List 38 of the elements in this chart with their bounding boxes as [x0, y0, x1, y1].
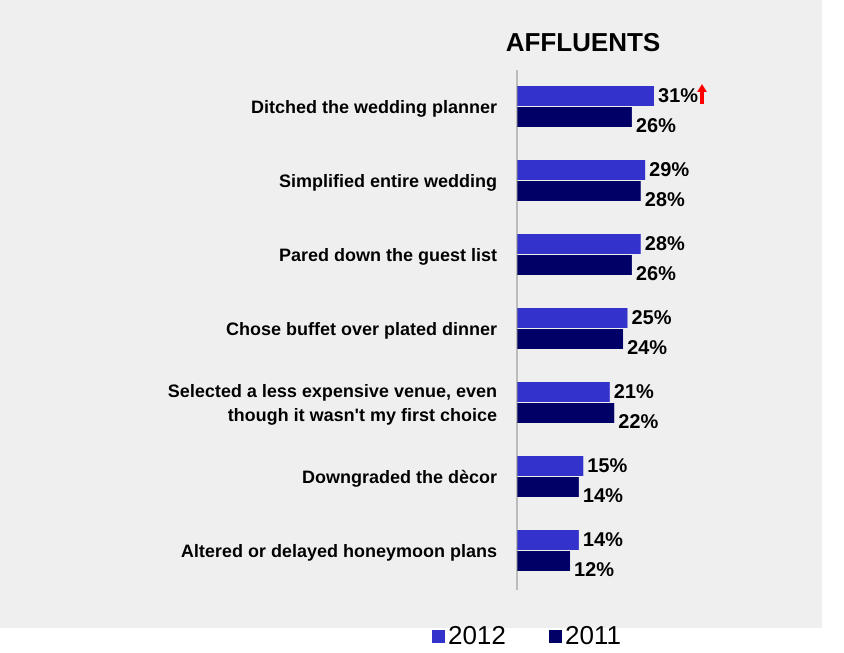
data-label: 15% [587, 455, 628, 477]
data-label: 26% [636, 115, 676, 137]
data-label: 24% [627, 337, 668, 359]
legend-label: 2012 [448, 620, 506, 650]
y-tick-label: Chose buffet over plated dinner [226, 319, 497, 339]
bar [517, 456, 584, 476]
y-tick-label: Pared down the guest list [278, 245, 498, 265]
y-tick-label: Ditched the wedding planner [250, 97, 497, 117]
data-label: 21% [614, 381, 654, 403]
y-tick-label: Downgraded the dècor [302, 467, 497, 487]
bar [517, 160, 646, 180]
bar [517, 329, 624, 349]
legend-label: 2011 [565, 620, 621, 650]
bar [517, 308, 628, 328]
bar [517, 530, 579, 550]
bar [517, 551, 570, 571]
bar [517, 255, 632, 275]
y-tick-label: Selected a less expensive venue, even though it wasn't my first choice [168, 381, 497, 425]
bar [517, 181, 641, 201]
y-tick-label: Simplified entire wedding [278, 171, 497, 191]
data-label: 26% [636, 263, 676, 285]
data-label: 12% [574, 559, 614, 581]
bar [517, 403, 614, 423]
data-label: 28% [644, 189, 685, 211]
y-tick-label: Altered or delayed honeymoon plans [180, 541, 497, 561]
bar [517, 477, 579, 497]
chart-title: AFFLUENTS [506, 27, 660, 57]
data-label: 31% [658, 85, 698, 107]
data-label: 25% [631, 307, 672, 329]
data-label: 28% [644, 233, 685, 255]
bar [517, 382, 610, 402]
bar [517, 86, 654, 106]
bar [517, 234, 641, 254]
data-label: 29% [649, 159, 690, 181]
bar [517, 107, 632, 127]
data-label: 14% [582, 485, 624, 507]
data-label: 22% [618, 411, 658, 433]
data-label: 14% [582, 529, 624, 551]
